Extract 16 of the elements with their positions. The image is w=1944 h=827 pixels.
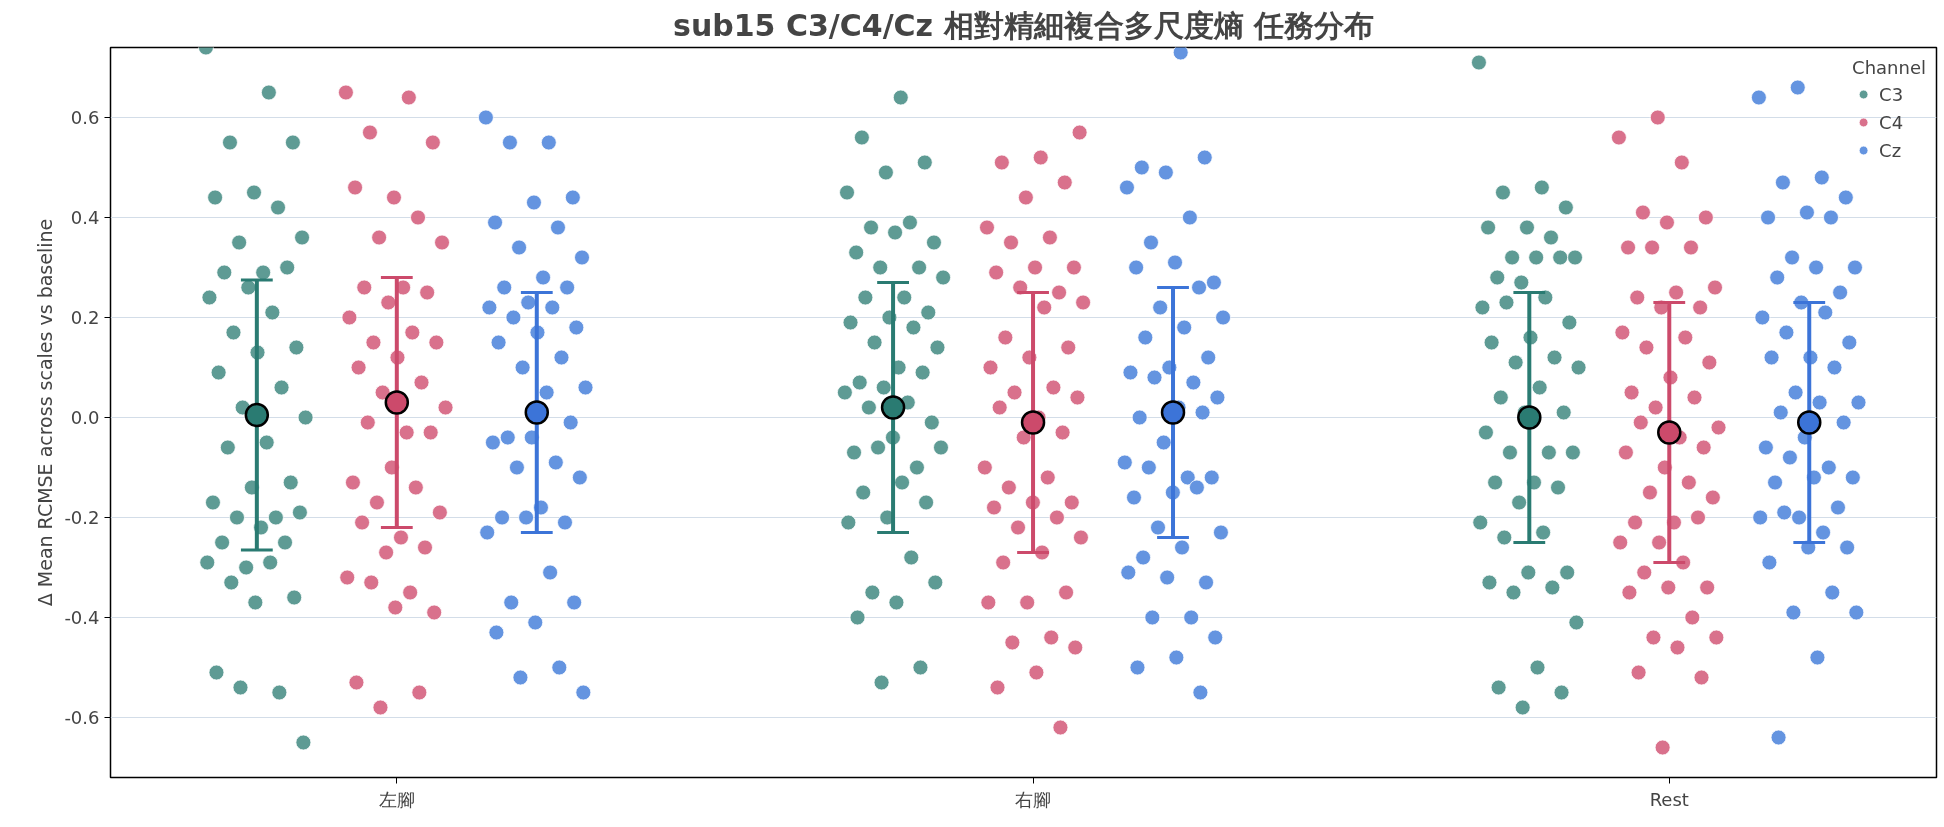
y-axis-title: Δ Mean RCMSE across scales vs baseline [34,218,57,607]
legend-label: C4 [1879,111,1904,133]
x-tick-label: Rest [1649,788,1689,810]
y-tick-label: -0.4 [64,607,100,628]
y-tick-label: -0.2 [64,507,100,528]
legend-title: Channel [1852,57,1926,78]
legend-label: C3 [1879,83,1904,105]
legend-label: Cz [1879,139,1902,161]
y-tick-label: 0.6 [70,107,100,128]
y-tick-label: -0.6 [64,707,100,728]
y-tick-label: 0.4 [70,207,100,228]
x-tick-label: 右腳 [1015,788,1052,810]
y-tick-label: 0.0 [70,407,100,428]
chart-title: sub15 C3/C4/Cz 相對精細複合多尺度熵 任務分布 [673,7,1374,43]
x-tick-label: 左腳 [378,788,415,810]
y-tick-label: 0.2 [70,307,100,328]
